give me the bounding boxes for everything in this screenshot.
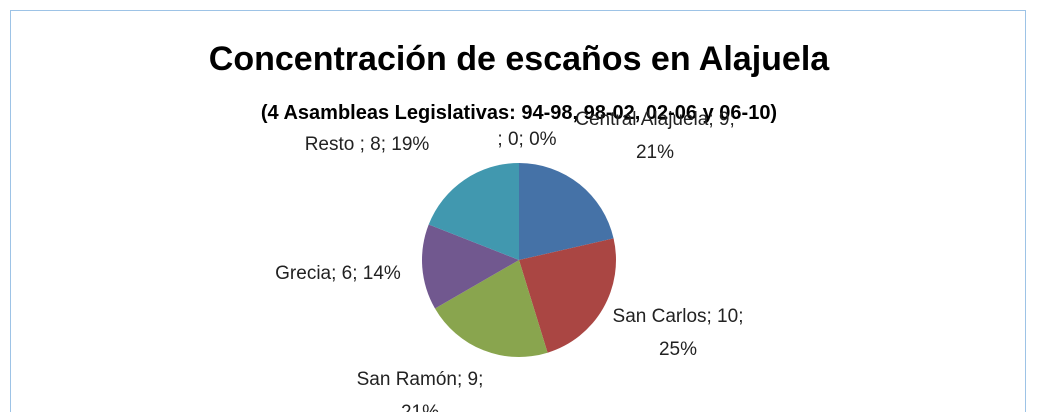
data-label: ; 0; 0% xyxy=(497,129,557,150)
pie-slice xyxy=(422,224,519,309)
data-label: Resto ; 8; 19% xyxy=(304,134,430,155)
pie-slice xyxy=(519,163,614,260)
pie-slice xyxy=(434,260,548,357)
chart-frame xyxy=(10,10,1026,412)
data-label: San Ramón; 9; 21% xyxy=(356,369,484,412)
pie-slice xyxy=(428,163,519,260)
chart-title: Concentración de escaños en Alajuela xyxy=(208,40,830,78)
data-label: Central Alajuela; 9; 21% xyxy=(575,109,735,163)
chart-subtitle: (4 Asambleas Legislativas: 94-98, 98-02,… xyxy=(260,102,778,124)
data-label: San Carlos; 10; 25% xyxy=(612,306,744,360)
pie-slice xyxy=(519,238,616,353)
data-label: Grecia; 6; 14% xyxy=(275,263,401,284)
